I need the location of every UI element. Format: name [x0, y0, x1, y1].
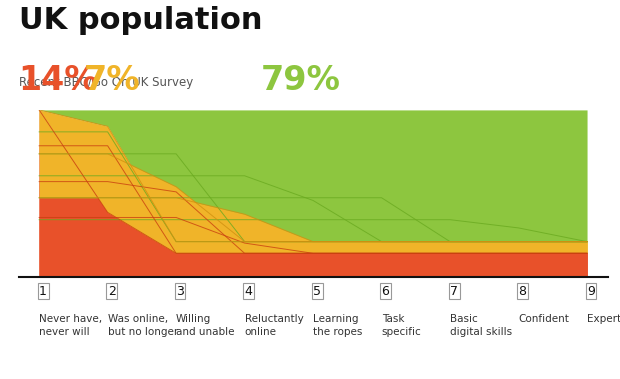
Text: Never have,
never will: Never have, never will [39, 314, 102, 337]
Text: Confident: Confident [518, 314, 569, 324]
Text: Was online,
but no longer: Was online, but no longer [108, 314, 178, 337]
Text: 79%: 79% [260, 64, 340, 97]
Text: UK population: UK population [19, 6, 262, 35]
Text: Reluctantly
online: Reluctantly online [245, 314, 303, 337]
Text: 6: 6 [381, 285, 389, 298]
Text: Expert: Expert [587, 314, 620, 324]
Text: 4: 4 [245, 285, 252, 298]
Text: 3: 3 [176, 285, 184, 298]
Text: 2: 2 [108, 285, 115, 298]
Text: Basic
digital skills: Basic digital skills [450, 314, 512, 337]
Text: Recent BBC/Go On UK Survey: Recent BBC/Go On UK Survey [19, 76, 193, 89]
Text: Task
specific: Task specific [381, 314, 422, 337]
Text: Learning
the ropes: Learning the ropes [313, 314, 363, 337]
Text: 7: 7 [450, 285, 458, 298]
Text: 7%: 7% [84, 64, 140, 97]
Text: 5: 5 [313, 285, 321, 298]
Text: 14%: 14% [19, 64, 98, 97]
Text: Willing
and unable: Willing and unable [176, 314, 234, 337]
Text: 1: 1 [39, 285, 47, 298]
Text: 8: 8 [518, 285, 526, 298]
Text: 9: 9 [587, 285, 595, 298]
